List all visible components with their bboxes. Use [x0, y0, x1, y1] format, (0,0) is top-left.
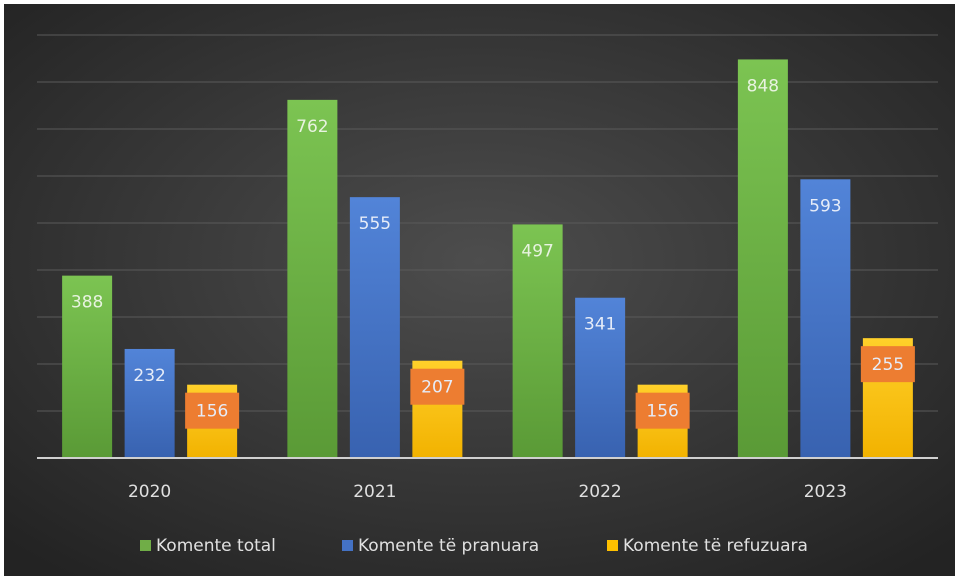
bar — [737, 59, 788, 458]
data-label: 232 — [133, 366, 165, 386]
data-label-box — [860, 346, 915, 383]
bar — [62, 275, 113, 458]
data-label-box — [635, 392, 690, 429]
legend-swatch — [607, 540, 618, 551]
x-tick-label: 2023 — [804, 482, 847, 502]
data-label: 156 — [646, 402, 678, 422]
data-label: 848 — [747, 76, 779, 96]
x-tick-label: 2020 — [128, 482, 171, 502]
data-label: 388 — [71, 293, 103, 313]
legend-label: Komente total — [156, 536, 276, 556]
x-tick-label: 2021 — [353, 482, 396, 502]
data-label: 555 — [359, 214, 391, 234]
data-label: 762 — [296, 117, 328, 137]
data-label: 207 — [421, 378, 453, 398]
legend-label: Komente të refuzuara — [623, 536, 808, 556]
data-label-box — [410, 368, 465, 405]
bar — [800, 179, 851, 459]
data-label: 593 — [809, 196, 841, 216]
bar — [287, 99, 338, 459]
background — [4, 4, 955, 576]
data-label: 156 — [196, 402, 228, 422]
bar — [512, 224, 563, 458]
data-label: 255 — [872, 355, 904, 375]
bar — [124, 348, 175, 458]
legend-label: Komente të pranuara — [358, 536, 539, 556]
data-label: 341 — [584, 315, 616, 335]
x-tick-label: 2022 — [578, 482, 621, 502]
legend-swatch — [342, 540, 353, 551]
bar — [575, 297, 626, 458]
data-label-box — [185, 392, 240, 429]
bar — [349, 197, 400, 458]
data-label: 497 — [521, 241, 553, 261]
legend-swatch — [140, 540, 151, 551]
